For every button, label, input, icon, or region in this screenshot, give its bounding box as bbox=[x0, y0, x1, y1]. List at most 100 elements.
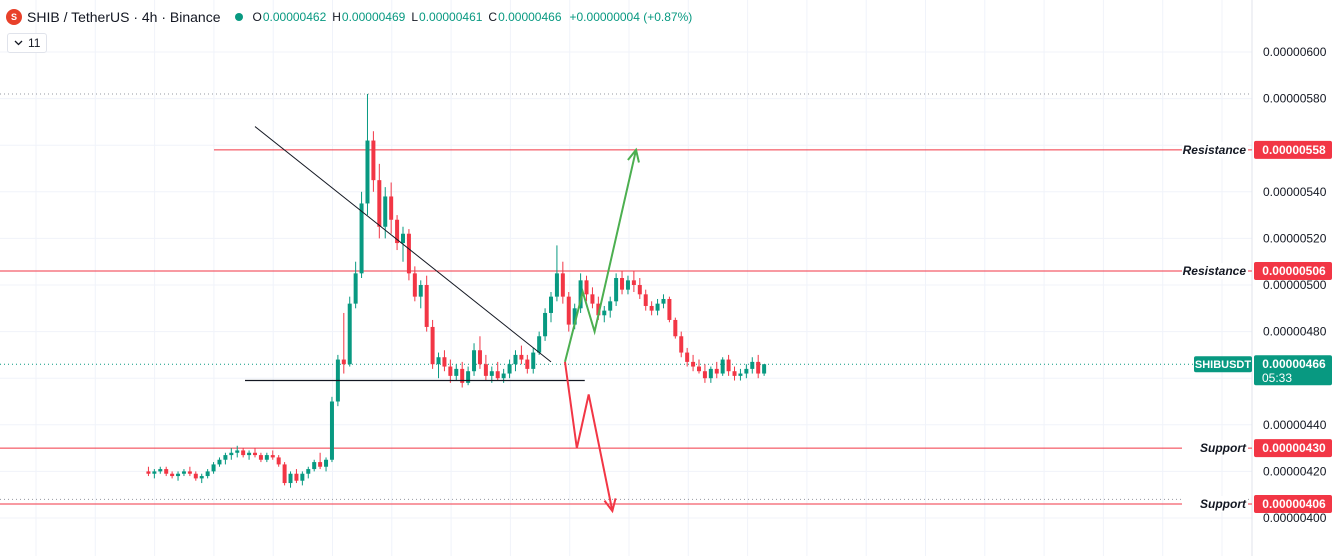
candle-down bbox=[673, 319, 678, 337]
ohlc-readout: O0.00000462 H0.00000469 L0.00000461 C0.0… bbox=[253, 10, 693, 24]
candle-down bbox=[566, 296, 571, 325]
candle-down bbox=[691, 361, 696, 367]
candle-up bbox=[324, 459, 329, 467]
candle-down bbox=[726, 359, 731, 372]
candle-down bbox=[371, 140, 376, 181]
candle-up bbox=[436, 357, 441, 365]
candle-up bbox=[181, 471, 186, 474]
candle-down bbox=[477, 350, 482, 365]
level-price-tag bbox=[1254, 262, 1332, 281]
ohlc-high: H0.00000469 bbox=[332, 10, 406, 24]
candle-up bbox=[264, 455, 269, 460]
market-open-status-dot bbox=[234, 13, 243, 21]
symbol-header: S SHIB / TetherUS · 4h · Binance O0.0000… bbox=[6, 7, 692, 27]
bullish-scenario-arrow bbox=[564, 149, 638, 363]
level-price-tag bbox=[1254, 140, 1332, 159]
ohlc-change: +0.00000004 (+0.87%) bbox=[569, 10, 693, 24]
candle-down bbox=[241, 450, 246, 456]
candle-up bbox=[513, 354, 518, 365]
candle-up bbox=[572, 308, 577, 325]
candle-up bbox=[383, 196, 388, 227]
level-label-support: Support bbox=[1200, 497, 1247, 511]
candle-up bbox=[554, 273, 559, 297]
candle-up bbox=[347, 303, 352, 365]
candle-down bbox=[685, 352, 690, 362]
level-price-tag bbox=[1254, 495, 1332, 514]
candle-down bbox=[424, 285, 429, 327]
candle-up bbox=[176, 473, 181, 477]
candle-up bbox=[306, 469, 311, 474]
level-label-bg bbox=[1182, 440, 1248, 457]
ohlc-close: C0.00000466 bbox=[488, 10, 562, 24]
level-price-tag-value: 0.00000558 bbox=[1262, 143, 1326, 157]
candle-down bbox=[270, 455, 275, 458]
last-price-tag bbox=[1254, 355, 1332, 386]
shib-token-icon: S bbox=[6, 9, 22, 25]
candle-down bbox=[679, 336, 684, 353]
indicators-toggle-button[interactable]: 11 bbox=[7, 33, 48, 53]
candle-up bbox=[235, 450, 240, 453]
candle-down bbox=[318, 462, 323, 467]
candle-up bbox=[472, 350, 477, 372]
level-price-tag-value: 0.00000430 bbox=[1262, 441, 1326, 455]
candle-up bbox=[288, 473, 293, 484]
candle-up bbox=[247, 452, 252, 456]
y-axis-tick-label: 0.00000540 bbox=[1263, 185, 1327, 199]
candle-down bbox=[282, 464, 287, 484]
candle-up bbox=[152, 471, 157, 474]
candle-up bbox=[329, 401, 334, 460]
candle-down bbox=[667, 298, 672, 320]
candle-down bbox=[395, 219, 400, 244]
candle-down bbox=[631, 280, 636, 285]
candle-up bbox=[205, 471, 210, 477]
candle-down bbox=[406, 233, 411, 274]
candle-up bbox=[543, 312, 548, 337]
triangle-upper-trendline bbox=[254, 126, 552, 363]
level-label-bg bbox=[1182, 496, 1248, 513]
candle-up bbox=[223, 455, 228, 460]
level-label-bg bbox=[1182, 263, 1248, 280]
candle-up bbox=[365, 140, 370, 204]
candle-up bbox=[537, 336, 542, 353]
candle-down bbox=[187, 471, 192, 474]
ohlc-low: L0.00000461 bbox=[411, 10, 483, 24]
candle-down bbox=[702, 371, 707, 379]
candle-up bbox=[466, 371, 471, 383]
candle-down bbox=[377, 180, 382, 227]
symbol-title[interactable]: SHIB / TetherUS · 4h · Binance bbox=[27, 9, 221, 25]
candle-up bbox=[720, 359, 725, 374]
candle-up bbox=[750, 361, 755, 369]
candle-up bbox=[602, 310, 607, 316]
candle-down bbox=[193, 473, 198, 479]
bearish-scenario-arrow bbox=[564, 361, 614, 512]
candle-up bbox=[738, 373, 743, 376]
candle-down bbox=[460, 368, 465, 383]
candle-down bbox=[341, 359, 346, 365]
candle-up bbox=[353, 273, 358, 304]
candle-down bbox=[560, 273, 565, 297]
chevron-down-icon bbox=[14, 40, 23, 46]
candle-up bbox=[217, 459, 222, 465]
y-axis-tick-label: 0.00000420 bbox=[1263, 464, 1327, 478]
y-axis-tick-label: 0.00000580 bbox=[1263, 92, 1327, 106]
candle-up bbox=[300, 473, 305, 481]
candle-down bbox=[412, 273, 417, 297]
level-label-resistance: Resistance bbox=[1183, 143, 1247, 157]
level-price-tag-value: 0.00000406 bbox=[1262, 497, 1326, 511]
bar-close-countdown: 05:33 bbox=[1262, 371, 1292, 385]
candle-down bbox=[276, 457, 281, 465]
candle-down bbox=[590, 294, 595, 304]
candle-down bbox=[170, 473, 175, 477]
candle-down bbox=[756, 361, 761, 374]
symbol-tag-label: SHIBUSDT bbox=[1195, 359, 1252, 371]
candle-down bbox=[620, 278, 625, 290]
y-axis-tick-label: 0.00000440 bbox=[1263, 418, 1327, 432]
candle-up bbox=[501, 373, 506, 379]
candle-up bbox=[199, 476, 204, 479]
candle-down bbox=[389, 196, 394, 220]
candle-down bbox=[697, 366, 701, 372]
candle-up bbox=[655, 303, 660, 311]
candle-down bbox=[643, 294, 648, 306]
level-label-support: Support bbox=[1200, 441, 1247, 455]
